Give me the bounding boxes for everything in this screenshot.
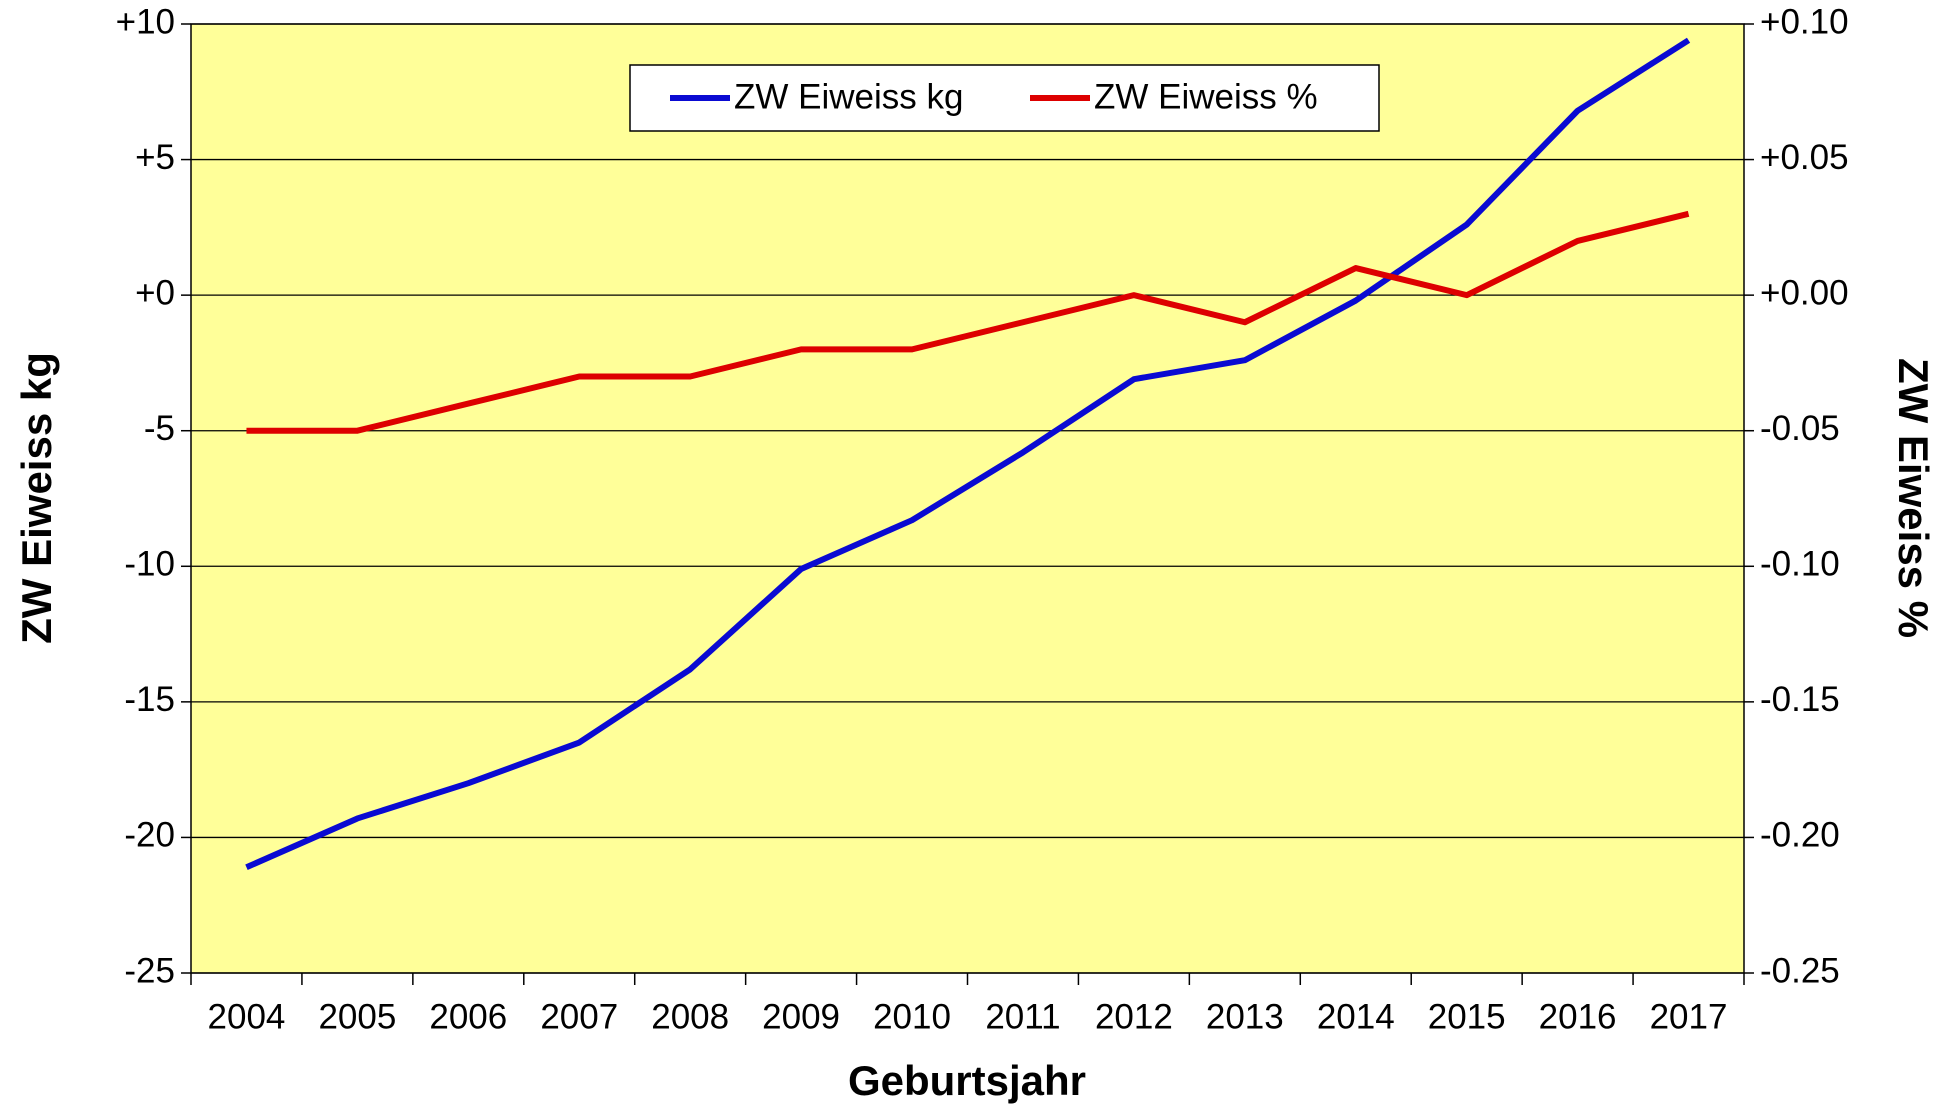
y-tick-label: +0	[135, 273, 175, 312]
y2-tick-label: +0.00	[1760, 273, 1849, 312]
y2-tick-label: -0.25	[1760, 951, 1840, 990]
x-tick-label: 2016	[1539, 997, 1617, 1036]
y-tick-label: +10	[116, 2, 175, 41]
y2-tick-label: +0.10	[1760, 2, 1849, 41]
x-tick-label: 2010	[873, 997, 951, 1036]
x-tick-label: 2007	[540, 997, 618, 1036]
y2-tick-label: +0.05	[1760, 138, 1849, 177]
x-axis-title: Geburtsjahr	[848, 1057, 1086, 1104]
y-tick-label: -20	[124, 816, 175, 855]
plot-area	[191, 24, 1744, 973]
x-tick-label: 2012	[1095, 997, 1173, 1036]
y2-axis-title: ZW Eiweiss %	[1890, 358, 1937, 638]
y-tick-label: +5	[135, 138, 175, 177]
y2-tick-label: -0.15	[1760, 680, 1840, 719]
legend-label: ZW Eiweiss %	[1094, 77, 1318, 116]
x-tick-label: 2006	[429, 997, 507, 1036]
y2-tick-label: -0.20	[1760, 816, 1840, 855]
x-tick-label: 2017	[1650, 997, 1728, 1036]
y-tick-label: -5	[144, 409, 175, 448]
legend-box	[629, 64, 1380, 132]
x-tick-label: 2004	[208, 997, 286, 1036]
y2-tick-label: -0.05	[1760, 409, 1840, 448]
legend-label: ZW Eiweiss kg	[734, 77, 963, 116]
x-tick-label: 2005	[318, 997, 396, 1036]
x-tick-label: 2014	[1317, 997, 1395, 1036]
y-axis-title: ZW Eiweiss kg	[13, 352, 60, 644]
x-tick-label: 2015	[1428, 997, 1506, 1036]
x-tick-label: 2008	[651, 997, 729, 1036]
y-tick-label: -10	[124, 545, 175, 584]
x-tick-label: 2011	[985, 997, 1060, 1036]
series-line	[246, 210, 1690, 434]
y2-tick-label: -0.10	[1760, 545, 1840, 584]
series-line	[245, 37, 1691, 871]
x-tick-label: 2009	[762, 997, 840, 1036]
x-tick-label: 2013	[1206, 997, 1284, 1036]
y-tick-label: -25	[124, 951, 175, 990]
y-tick-label: -15	[124, 680, 175, 719]
